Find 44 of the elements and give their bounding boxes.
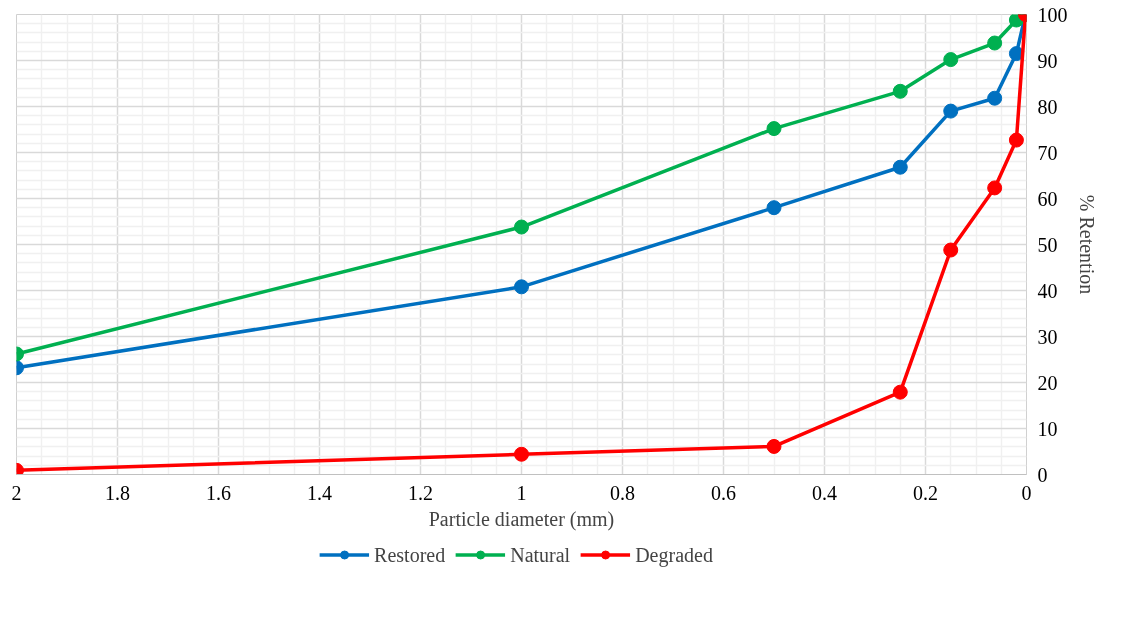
- x-tick-label: 0.8: [610, 481, 635, 504]
- x-tick-label: 0.2: [913, 481, 938, 504]
- y-tick-label: 60: [1037, 187, 1058, 210]
- point: [943, 103, 959, 119]
- point: [943, 52, 959, 68]
- legend-label: Degraded: [635, 543, 713, 566]
- x-tick-label: 1.2: [408, 481, 433, 504]
- point: [987, 35, 1003, 51]
- x-tick-label: 2: [11, 481, 22, 504]
- x-axis-title: Particle diameter (mm): [428, 507, 615, 531]
- point: [514, 279, 529, 295]
- point: [766, 200, 782, 216]
- point: [766, 121, 782, 137]
- point: [514, 446, 529, 462]
- y-tick-label: 100: [1037, 3, 1068, 26]
- y-tick-label: 10: [1037, 417, 1058, 440]
- line-series: [16, 14, 1027, 475]
- point: [987, 90, 1003, 106]
- point: [892, 384, 908, 400]
- x-tick-label: 1: [516, 481, 527, 504]
- y-tick-label: 80: [1037, 95, 1058, 118]
- x-tick-label: 1.6: [206, 481, 231, 504]
- point: [892, 83, 908, 99]
- point: [943, 242, 959, 258]
- y-tick-label: 70: [1037, 141, 1058, 164]
- point: [1008, 132, 1024, 148]
- x-tick-label: 1.4: [307, 481, 332, 504]
- x-tick-label: 0: [1021, 481, 1032, 504]
- y-tick-label: 30: [1037, 325, 1058, 348]
- x-tick-label: 0.4: [812, 481, 837, 504]
- x-tick-label: 0.6: [711, 481, 736, 504]
- y-tick-label: 0: [1037, 463, 1048, 486]
- y-axis-title: % Retention: [1075, 194, 1098, 295]
- point: [766, 438, 782, 454]
- point: [987, 180, 1003, 196]
- legend-label: Natural: [510, 543, 571, 566]
- point: [892, 159, 908, 175]
- y-tick-label: 90: [1037, 49, 1058, 72]
- y-tick-label: 40: [1037, 279, 1058, 302]
- y-tick-label: 50: [1037, 233, 1058, 256]
- x-tick-label: 1.8: [105, 481, 130, 504]
- legend-label: Restored: [374, 543, 446, 566]
- y-tick-label: 20: [1037, 371, 1058, 394]
- point: [514, 219, 529, 235]
